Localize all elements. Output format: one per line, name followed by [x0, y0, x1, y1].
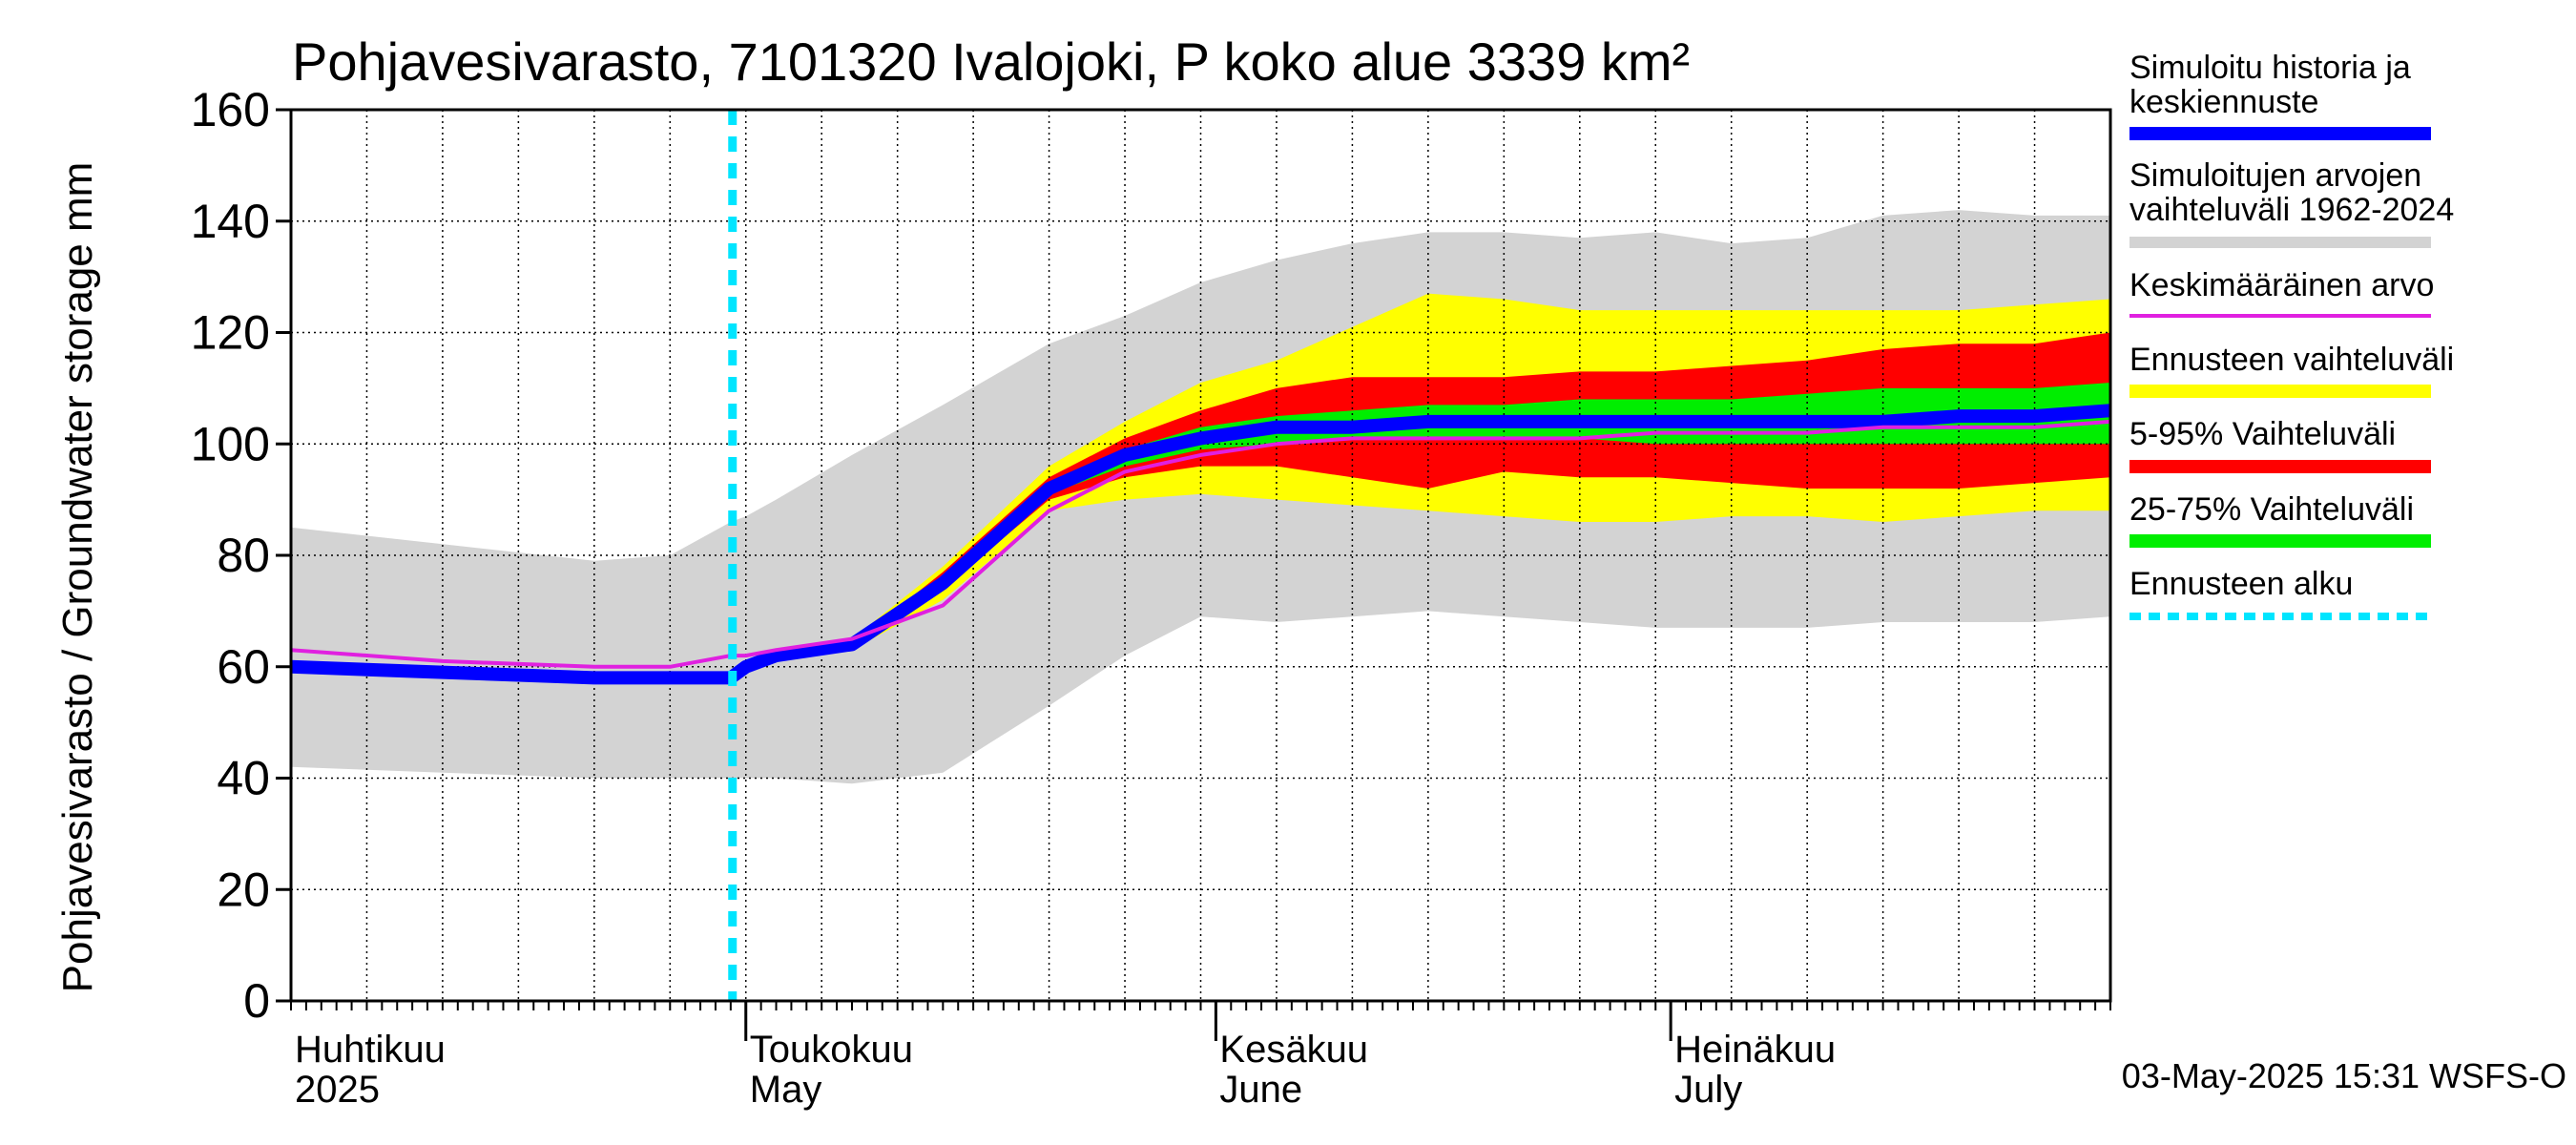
x-month-label: Huhtikuu: [295, 1029, 446, 1071]
y-tick-label: 0: [243, 974, 270, 1028]
x-month-label-en: 2025: [295, 1069, 380, 1111]
legend-label: Simuloitujen arvojen vaihteluväli 1962-20…: [2129, 157, 2454, 228]
timestamp: 03-May-2025 15:31 WSFS-O: [2122, 1056, 2566, 1095]
y-tick-label: 100: [191, 417, 270, 470]
y-tick-label: 120: [191, 306, 270, 360]
legend-label: Ennusteen alku: [2129, 566, 2353, 602]
series-line-simulated: [291, 404, 2110, 685]
y-tick-label: 20: [217, 863, 270, 916]
legend-label: Ennusteen vaihteluväli: [2129, 342, 2454, 378]
y-tick-label: 40: [217, 752, 270, 805]
legend-label: Simuloitu historia ja keskiennuste: [2129, 50, 2411, 120]
chart-title: Pohjavesivarasto, 7101320 Ivalojoki, P k…: [292, 31, 1690, 92]
y-axis-label: Pohjavesivarasto / Groundwater storage m…: [54, 162, 101, 993]
legend: Simuloitu historia ja keskiennuste Simuloi…: [2129, 50, 2454, 620]
y-tick-label: 160: [191, 83, 270, 136]
x-month-label: Kesäkuu: [1219, 1029, 1368, 1071]
x-month-label: Heinäkuu: [1674, 1029, 1836, 1071]
y-tick-label: 60: [217, 640, 270, 694]
x-month-label-en: June: [1219, 1069, 1302, 1111]
y-tick-label: 140: [191, 195, 270, 248]
x-month-label: Toukokuu: [750, 1029, 913, 1071]
x-month-label-en: May: [750, 1069, 822, 1111]
legend-label: Keskimääräinen arvo: [2129, 267, 2434, 303]
x-month-label-en: July: [1674, 1069, 1742, 1111]
y-tick-label: 80: [217, 529, 270, 582]
series-line-mean: [291, 419, 2110, 669]
legend-label: 25-75% Vaihteluväli: [2129, 491, 2414, 528]
legend-label: 5-95% Vaihteluväli: [2129, 416, 2396, 452]
plot-clip-group: [291, 110, 2110, 1001]
